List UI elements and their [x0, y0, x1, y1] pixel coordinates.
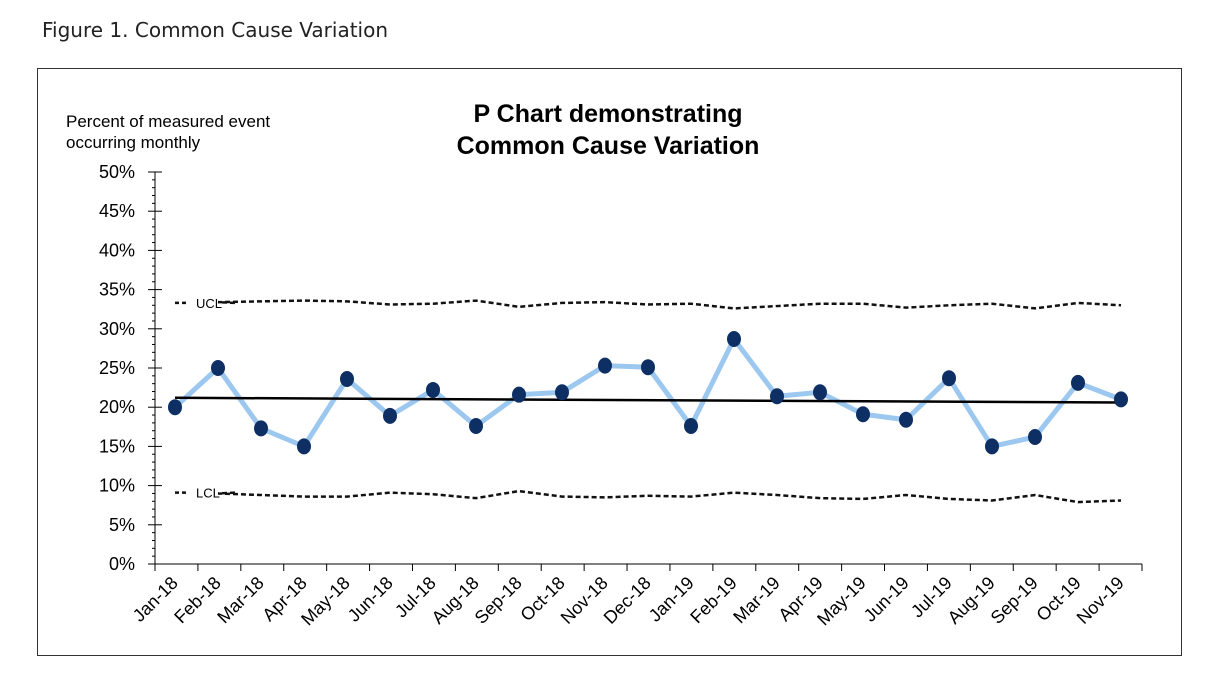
x-tick-label: Sep-19	[987, 573, 1042, 628]
y-tick-label: 0%	[109, 554, 135, 574]
data-point	[813, 384, 827, 401]
y-axis-label-line2: occurring monthly	[66, 133, 201, 152]
x-tick-label: Jun-18	[344, 573, 397, 626]
data-point	[684, 418, 698, 435]
x-tick-label: Mar-18	[213, 573, 267, 627]
data-point	[942, 370, 956, 387]
data-point	[211, 360, 225, 376]
data-point	[469, 418, 483, 435]
lcl-label: LCL	[196, 486, 220, 501]
y-tick-label: 20%	[99, 397, 135, 417]
x-tick-label: May-19	[813, 573, 870, 630]
y-axis-label-line1: Percent of measured event	[66, 112, 270, 131]
y-tick-label: 30%	[99, 319, 135, 339]
x-tick-label: May-18	[297, 573, 354, 630]
data-point	[641, 359, 655, 376]
y-tick-label: 5%	[109, 515, 135, 535]
chart-title-line1: P Chart demonstrating	[473, 100, 742, 128]
chart-title-line2: Common Cause Variation	[457, 132, 760, 160]
data-point	[383, 407, 397, 424]
data-point	[985, 438, 999, 455]
data-point	[770, 388, 784, 405]
y-tick-label: 45%	[99, 201, 135, 221]
x-tick-label: Sep-18	[471, 573, 526, 628]
x-tick-label: Nov-19	[1073, 573, 1128, 628]
y-tick-label: 25%	[99, 358, 135, 378]
y-tick-label: 40%	[99, 240, 135, 260]
data-point	[856, 406, 870, 423]
y-tick-label: 15%	[99, 436, 135, 456]
x-tick-label: Dec-18	[600, 573, 655, 628]
x-tick-label: Aug-18	[428, 573, 483, 628]
center-line	[174, 396, 1122, 404]
data-point	[168, 399, 182, 416]
data-point	[555, 384, 569, 401]
data-point	[899, 411, 913, 428]
x-tick-label: Aug-19	[944, 573, 999, 628]
x-tick-label: Feb-19	[686, 573, 740, 627]
data-point	[340, 370, 354, 387]
y-tick-label: 35%	[99, 280, 135, 300]
x-tick-label: Mar-19	[729, 573, 783, 627]
y-tick-label: 50%	[99, 162, 135, 182]
data-point	[426, 381, 440, 398]
ucl-label: UCL	[196, 296, 222, 311]
data-point	[297, 438, 311, 455]
data-point	[512, 386, 526, 403]
data-point	[1114, 391, 1128, 408]
data-point	[1028, 428, 1042, 445]
x-tick-label: Feb-18	[170, 573, 224, 627]
x-tick-label: Jun-19	[860, 573, 913, 626]
chart-frame	[37, 68, 1182, 656]
y-tick-label: 10%	[99, 476, 135, 496]
ucl-line	[217, 299, 1122, 310]
x-tick-label: Nov-18	[557, 573, 612, 628]
figure-caption: Figure 1. Common Cause Variation	[42, 18, 389, 42]
data-point	[1071, 374, 1085, 391]
data-point	[598, 357, 612, 374]
lcl-line	[217, 489, 1122, 504]
data-point	[727, 330, 741, 347]
data-point	[254, 420, 268, 437]
data-line	[173, 334, 1122, 450]
